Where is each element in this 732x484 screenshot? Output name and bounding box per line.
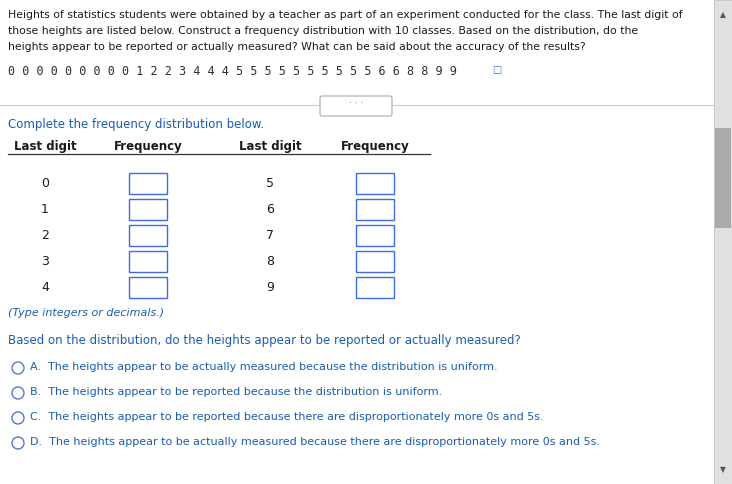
Text: D.  The heights appear to be actually measured because there are disproportionat: D. The heights appear to be actually mea… xyxy=(30,437,600,447)
FancyBboxPatch shape xyxy=(356,225,394,246)
FancyBboxPatch shape xyxy=(129,173,167,194)
FancyBboxPatch shape xyxy=(356,199,394,220)
FancyBboxPatch shape xyxy=(129,277,167,298)
FancyBboxPatch shape xyxy=(356,251,394,272)
FancyBboxPatch shape xyxy=(356,173,394,194)
Text: 0 0 0 0 0 0 0 0 0 1 2 2 3 4 4 4 5 5 5 5 5 5 5 5 5 5 6 6 8 8 9 9: 0 0 0 0 0 0 0 0 0 1 2 2 3 4 4 4 5 5 5 5 … xyxy=(8,65,457,78)
Text: 9: 9 xyxy=(266,281,274,294)
Text: 7: 7 xyxy=(266,229,274,242)
Text: 8: 8 xyxy=(266,255,274,268)
Text: 6: 6 xyxy=(266,203,274,216)
Text: Based on the distribution, do the heights appear to be reported or actually meas: Based on the distribution, do the height… xyxy=(8,334,520,347)
FancyBboxPatch shape xyxy=(129,251,167,272)
Text: 5: 5 xyxy=(266,177,274,190)
Text: Last digit: Last digit xyxy=(239,140,302,153)
FancyBboxPatch shape xyxy=(715,128,731,228)
Text: Last digit: Last digit xyxy=(14,140,76,153)
Text: ▲: ▲ xyxy=(720,10,726,19)
Text: 4: 4 xyxy=(41,281,49,294)
Text: C.  The heights appear to be reported because there are disproportionately more : C. The heights appear to be reported bec… xyxy=(30,412,544,422)
Text: Heights of statistics students were obtained by a teacher as part of an experime: Heights of statistics students were obta… xyxy=(8,10,683,20)
Text: heights appear to be reported or actually measured? What can be said about the a: heights appear to be reported or actuall… xyxy=(8,42,586,52)
Text: 3: 3 xyxy=(41,255,49,268)
Text: 1: 1 xyxy=(41,203,49,216)
Text: · · ·: · · · xyxy=(349,99,363,108)
Text: ▼: ▼ xyxy=(720,465,726,474)
Text: Frequency: Frequency xyxy=(113,140,182,153)
Text: (Type integers or decimals.): (Type integers or decimals.) xyxy=(8,308,164,318)
FancyBboxPatch shape xyxy=(129,199,167,220)
Text: A.  The heights appear to be actually measured because the distribution is unifo: A. The heights appear to be actually mea… xyxy=(30,362,498,372)
Text: 2: 2 xyxy=(41,229,49,242)
FancyBboxPatch shape xyxy=(320,96,392,116)
FancyBboxPatch shape xyxy=(714,0,732,484)
FancyBboxPatch shape xyxy=(129,225,167,246)
Text: Frequency: Frequency xyxy=(340,140,409,153)
Text: B.  The heights appear to be reported because the distribution is uniform.: B. The heights appear to be reported bec… xyxy=(30,387,442,397)
Text: 0: 0 xyxy=(41,177,49,190)
Text: those heights are listed below. Construct a frequency distribution with 10 class: those heights are listed below. Construc… xyxy=(8,26,638,36)
Text: □: □ xyxy=(492,65,501,75)
Text: Complete the frequency distribution below.: Complete the frequency distribution belo… xyxy=(8,118,264,131)
FancyBboxPatch shape xyxy=(356,277,394,298)
